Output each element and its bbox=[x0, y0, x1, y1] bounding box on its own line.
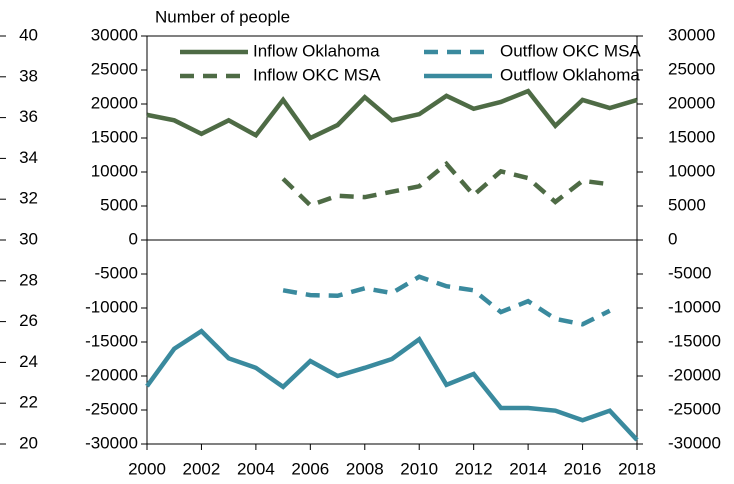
series-line bbox=[145, 328, 639, 442]
y-tick-label: 10000 bbox=[91, 161, 138, 180]
y-tick-label: -10000 bbox=[85, 297, 138, 316]
y2-tick-label: 10000 bbox=[668, 161, 715, 180]
x-tick-label: 2004 bbox=[237, 459, 275, 478]
y2-tick-label: 20000 bbox=[668, 93, 715, 112]
y-tick-label: -20000 bbox=[85, 365, 138, 384]
y-tick-label: -5000 bbox=[95, 263, 138, 282]
y3-tick-label: 20 bbox=[19, 433, 38, 452]
series-line bbox=[281, 160, 611, 208]
y-tick-label: 0 bbox=[129, 229, 138, 248]
y-tick-label: 5000 bbox=[100, 195, 138, 214]
x-tick-label: 2008 bbox=[346, 459, 384, 478]
y3-tick-label: 22 bbox=[19, 393, 38, 412]
y3-tick-label: 24 bbox=[19, 352, 38, 371]
x-tick-label: 2010 bbox=[400, 459, 438, 478]
y2-tick-label: -10000 bbox=[668, 297, 721, 316]
y3-tick-label: 38 bbox=[19, 66, 38, 85]
series-line bbox=[146, 88, 638, 141]
legend-label: Outflow OKC MSA bbox=[500, 41, 641, 60]
x-tick-label: 2012 bbox=[455, 459, 493, 478]
x-tick-label: 2000 bbox=[128, 459, 166, 478]
legend-label: Outflow Oklahoma bbox=[500, 65, 640, 84]
y-tick-label: -25000 bbox=[85, 399, 138, 418]
y2-tick-label: 0 bbox=[668, 229, 677, 248]
y3-tick-label: 30 bbox=[19, 229, 38, 248]
y-tick-label: 25000 bbox=[91, 59, 138, 78]
y-tick-label: 30000 bbox=[91, 25, 138, 44]
series-line bbox=[282, 274, 611, 327]
chart-title: Number of people bbox=[155, 7, 290, 26]
y3-tick-label: 40 bbox=[19, 25, 38, 44]
y-tick-label: 20000 bbox=[91, 93, 138, 112]
y2-tick-label: -25000 bbox=[668, 399, 721, 418]
y-tick-label: 15000 bbox=[91, 127, 138, 146]
y2-tick-label: 15000 bbox=[668, 127, 715, 146]
y2-tick-label: 5000 bbox=[668, 195, 706, 214]
legend-label: Inflow Oklahoma bbox=[253, 41, 380, 60]
x-tick-label: 2018 bbox=[618, 459, 656, 478]
y-tick-label: -30000 bbox=[85, 433, 138, 452]
x-tick-label: 2016 bbox=[564, 459, 602, 478]
x-tick-label: 2014 bbox=[509, 459, 547, 478]
y3-tick-label: 34 bbox=[19, 148, 38, 167]
y2-tick-label: 25000 bbox=[668, 59, 715, 78]
y3-tick-label: 32 bbox=[19, 189, 38, 208]
y3-tick-label: 36 bbox=[19, 107, 38, 126]
y3-tick-label: 26 bbox=[19, 311, 38, 330]
y2-tick-label: -30000 bbox=[668, 433, 721, 452]
y2-tick-label: -15000 bbox=[668, 331, 721, 350]
y-tick-label: -15000 bbox=[85, 331, 138, 350]
y2-tick-label: -5000 bbox=[668, 263, 711, 282]
y2-tick-label: 30000 bbox=[668, 25, 715, 44]
x-tick-label: 2006 bbox=[291, 459, 329, 478]
x-tick-label: 2002 bbox=[183, 459, 221, 478]
legend-label: Inflow OKC MSA bbox=[253, 65, 381, 84]
y2-tick-label: -20000 bbox=[668, 365, 721, 384]
y3-tick-label: 28 bbox=[19, 270, 38, 289]
